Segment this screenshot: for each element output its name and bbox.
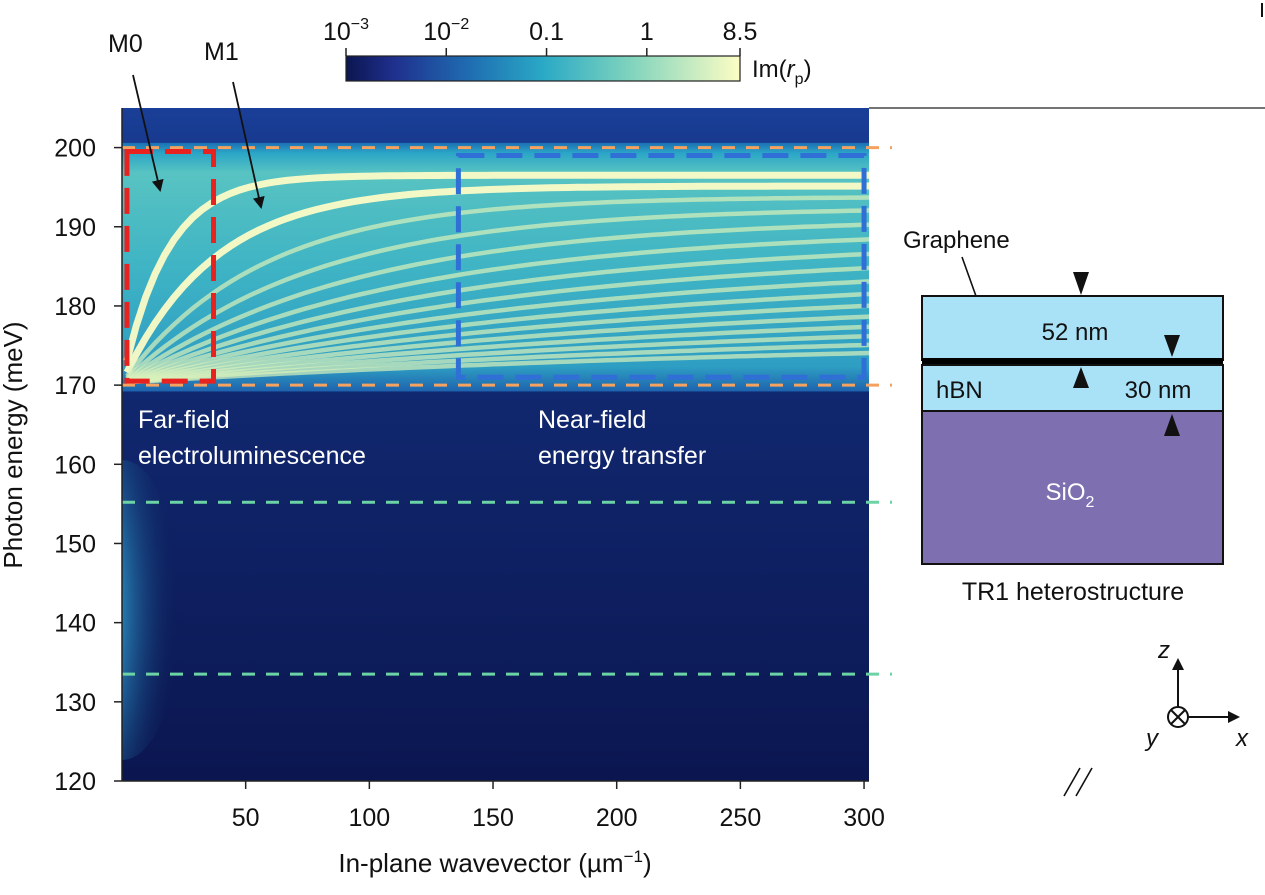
mode-curve [125, 195, 869, 378]
low-energy-glow [122, 460, 182, 760]
mode-label-m1: M1 [204, 38, 239, 66]
colorbar-bar [345, 55, 741, 82]
graphene-label: Graphene [903, 227, 1010, 254]
mode-curve [123, 171, 869, 362]
reference-lines [122, 146, 892, 676]
x-tick-label: 250 [720, 804, 762, 832]
y-tick-label: 180 [54, 293, 96, 321]
x-tick-label: 150 [472, 804, 514, 832]
bottom-layer-thickness: 30 nm [1125, 377, 1192, 404]
mode-curve [126, 265, 869, 384]
y-tick-label: 190 [54, 214, 96, 242]
mode-curve [126, 324, 869, 385]
heterostructure-diagram: Graphene 52 nm hBN 30 nm SiO2 TR1 hetero… [903, 227, 1249, 797]
x-tick-label: 300 [843, 804, 885, 832]
colorbar-ticks: 10−3 10−2 0.1 1 8.5 [323, 16, 757, 56]
y-tick-label: 170 [54, 372, 96, 400]
top-layer-thickness: 52 nm [1042, 319, 1109, 346]
axes: 50 100 150 200 250 300 1201301401501601701801… [54, 108, 885, 832]
bottom-hbn-layer [921, 364, 1224, 412]
mode-arrow-m0 [132, 74, 164, 192]
colorbar: 10−3 10−2 0.1 1 8.5 Im(rp) [323, 16, 812, 88]
near-field-label-line1: Near-field [538, 406, 646, 434]
mode-curve [126, 303, 869, 385]
mode-curve [126, 279, 869, 384]
y-tick-label: 150 [54, 530, 96, 558]
x-tick-label: 200 [596, 804, 638, 832]
x-axis-title: In-plane wavevector (µm−1) [338, 847, 651, 878]
y-axis-label: y [1144, 725, 1160, 752]
far-field-label-line2: electroluminescence [138, 442, 366, 470]
hbn-label: hBN [936, 377, 983, 404]
mode-curve [126, 350, 869, 385]
regions [124, 149, 867, 384]
x-tick-label: 50 [232, 804, 260, 832]
mode-curve [123, 182, 869, 375]
sio2-substrate [921, 410, 1224, 565]
colorbar-tick-label: 0.1 [529, 18, 564, 46]
x-ticks: 50 100 150 200 250 300 [232, 781, 885, 832]
colorbar-tick-label: 10−3 [323, 16, 369, 46]
colorbar-tick-label: 1 [640, 18, 654, 46]
y-axis-title: Photon energy (meV) [0, 321, 28, 568]
near-field-region-box [455, 153, 867, 380]
mode-curve [126, 314, 869, 385]
thickness-marker-substrate [1164, 414, 1180, 436]
colorbar-tick-label: 10−2 [423, 16, 469, 46]
mode-curve [126, 342, 869, 385]
diagram-title: TR1 heterostructure [962, 578, 1184, 606]
z-axis-label: z [1157, 637, 1170, 664]
y-ticks: 120 130 140 150 160 170 180 190 200 [54, 135, 122, 796]
graphene-layer [922, 358, 1223, 365]
mode-curves [123, 171, 869, 385]
mode-curve [126, 333, 869, 385]
colorbar-label: Im(rp) [752, 56, 812, 88]
mode-curve [125, 222, 869, 382]
mode-curve [125, 237, 869, 382]
colorbar-tick-label: 8.5 [723, 18, 758, 46]
heatmap-plot [122, 108, 869, 781]
far-field-label-line1: Far-field [138, 406, 230, 434]
mode-label-m0: M0 [108, 30, 143, 58]
y-tick-label: 140 [54, 610, 96, 638]
x-tick-label: 100 [348, 804, 390, 832]
y-tick-label: 120 [54, 768, 96, 796]
mode-curve [126, 291, 869, 384]
y-tick-label: 160 [54, 451, 96, 479]
thickness-marker-graphene [1164, 335, 1180, 357]
mode-curve [125, 208, 869, 380]
thickness-marker-graphene-below [1073, 367, 1089, 388]
mode-arrow-m1 [232, 81, 265, 209]
far-field-region-box [124, 149, 217, 384]
axis-break-mark-1 [1063, 767, 1081, 797]
y-axis-cross-b [1170, 709, 1186, 725]
y-tick-label: 200 [54, 135, 96, 163]
y-tick-label: 130 [54, 689, 96, 717]
substrate-label: SiO2 [1046, 479, 1095, 511]
near-field-label-line2: energy transfer [538, 442, 706, 470]
x-axis-label: x [1235, 725, 1249, 752]
axis-break-mark-2 [1075, 767, 1093, 797]
mode-curve [126, 251, 869, 383]
thickness-marker-top [1073, 272, 1089, 295]
